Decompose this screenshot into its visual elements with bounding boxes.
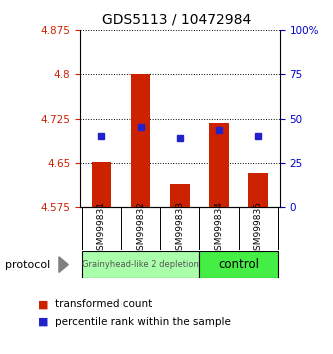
Text: GSM999832: GSM999832 [136, 201, 145, 256]
Text: transformed count: transformed count [55, 299, 152, 309]
Polygon shape [59, 257, 68, 273]
Text: percentile rank within the sample: percentile rank within the sample [55, 317, 231, 327]
Text: GDS5113 / 10472984: GDS5113 / 10472984 [102, 12, 251, 27]
Bar [82, 251, 199, 278]
Bar [92, 162, 111, 207]
Text: GSM999834: GSM999834 [214, 201, 223, 256]
Text: ■: ■ [38, 299, 49, 309]
Text: ■: ■ [38, 317, 49, 327]
Bar [131, 74, 151, 207]
Text: protocol: protocol [5, 259, 50, 270]
Text: GSM999831: GSM999831 [97, 201, 106, 256]
Text: Grainyhead-like 2 depletion: Grainyhead-like 2 depletion [82, 260, 199, 269]
Bar [209, 123, 229, 207]
Bar [248, 173, 268, 207]
Text: GSM999835: GSM999835 [254, 201, 263, 256]
Bar [170, 184, 189, 207]
Text: GSM999833: GSM999833 [175, 201, 184, 256]
Text: control: control [218, 258, 259, 271]
Bar [199, 251, 278, 278]
